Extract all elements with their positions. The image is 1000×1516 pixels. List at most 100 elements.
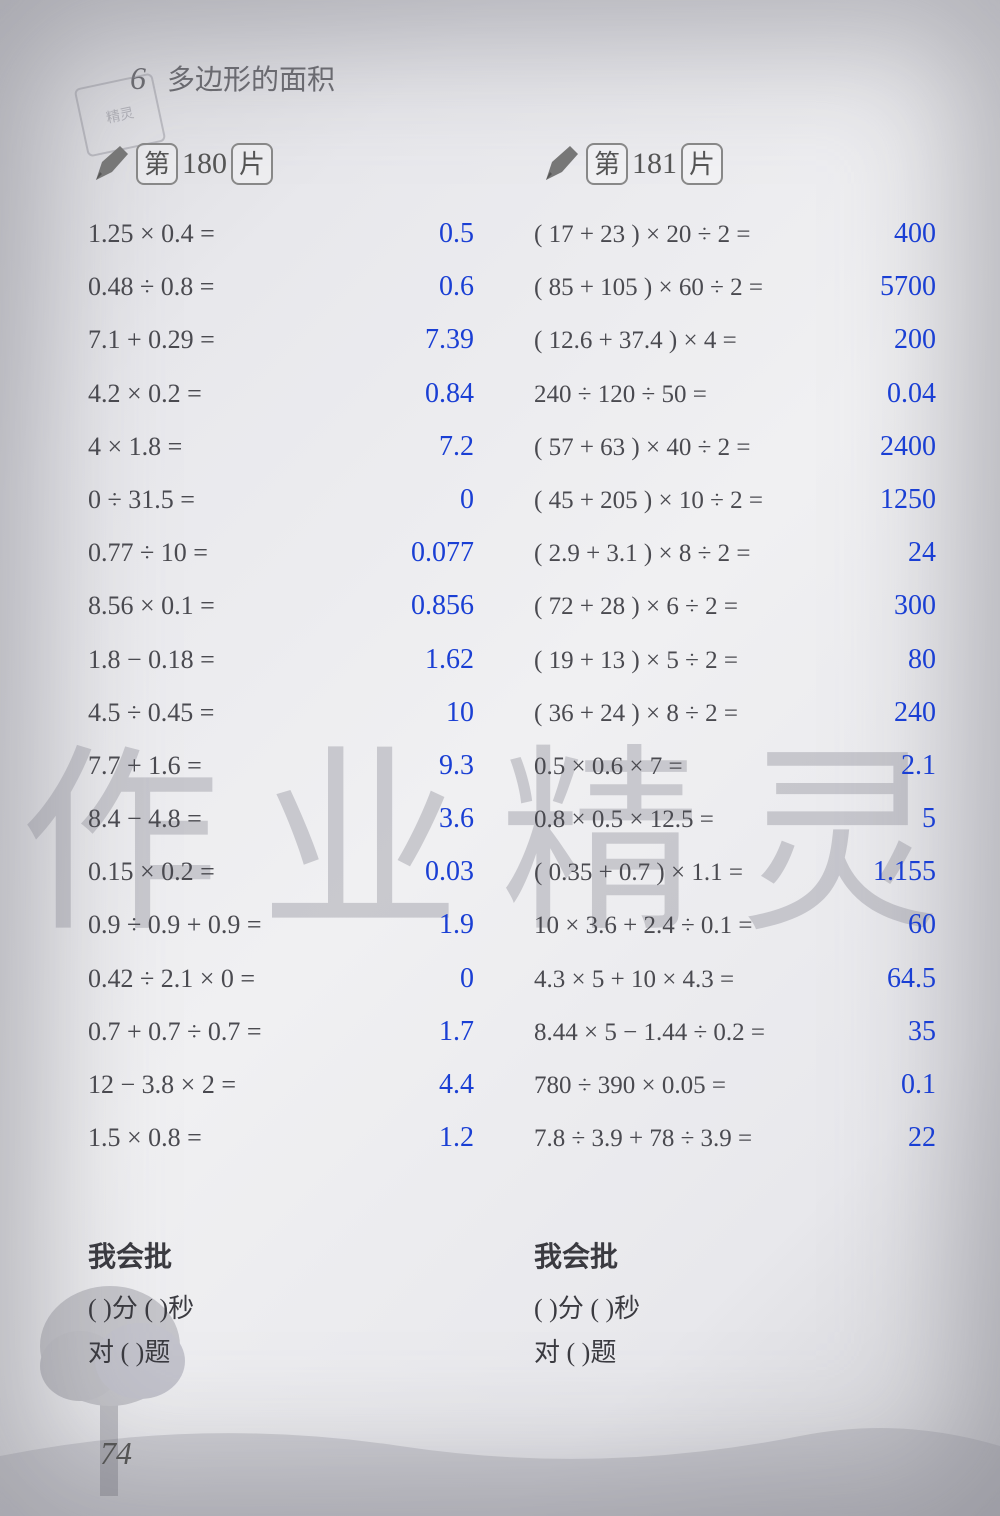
problem-text: 7.8 ÷ 3.9 + 78 ÷ 3.9 = — [534, 1125, 752, 1153]
answer-text: 0.6 — [439, 271, 494, 303]
answer-text: 5 — [922, 803, 940, 835]
problem-row: 8.44 × 5 − 1.44 ÷ 0.2 = 35 — [534, 1016, 940, 1069]
problem-row: 0.5 × 0.6 × 7 = 2.1 — [534, 750, 940, 803]
problem-row: ( 19 + 13 ) × 5 ÷ 2 = 80 — [534, 644, 940, 697]
answer-text: 0.077 — [411, 537, 494, 569]
answer-text: 400 — [894, 218, 940, 250]
problem-text: 240 ÷ 120 ÷ 50 = — [534, 381, 707, 409]
problem-row: 4 × 1.8 = 7.2 — [88, 431, 494, 484]
problem-text: 4 × 1.8 = — [88, 432, 182, 462]
problem-text: ( 72 + 28 ) × 6 ÷ 2 = — [534, 593, 738, 621]
problem-row: 1.25 × 0.4 =0.5 — [88, 218, 494, 271]
pencil-icon — [540, 142, 584, 186]
answer-text: 240 — [894, 697, 940, 729]
problem-text: 1.25 × 0.4 = — [88, 219, 215, 249]
problem-text: 10 × 3.6 + 2.4 ÷ 0.1 = — [534, 912, 753, 940]
problem-row: ( 85 + 105 ) × 60 ÷ 2 =5700 — [534, 271, 940, 324]
problem-text: 7.1 + 0.29 = — [88, 325, 215, 355]
answer-text: 0 — [460, 963, 494, 995]
problem-row: ( 57 + 63 ) × 40 ÷ 2 = 2400 — [534, 431, 940, 484]
problem-row: ( 2.9 + 3.1 ) × 8 ÷ 2 =24 — [534, 537, 940, 590]
answer-text: 0 — [460, 484, 494, 516]
problem-row: 4.2 × 0.2 = 0.84 — [88, 378, 494, 431]
problem-text: 0.48 ÷ 0.8 = — [88, 272, 214, 302]
problem-text: ( 57 + 63 ) × 40 ÷ 2 = — [534, 434, 750, 462]
answer-text: 1.2 — [439, 1122, 494, 1154]
problem-row: 4.5 ÷ 0.45 = 10 — [88, 697, 494, 750]
problem-row: 0.7 + 0.7 ÷ 0.7 = 1.7 — [88, 1016, 494, 1069]
problem-row: 0 ÷ 31.5 =0 — [88, 484, 494, 537]
problem-text: 0.5 × 0.6 × 7 = — [534, 753, 683, 781]
answer-text: 2.1 — [901, 750, 940, 782]
problem-row: ( 72 + 28 ) × 6 ÷ 2 = 300 — [534, 590, 940, 643]
problem-text: 12 − 3.8 × 2 = — [88, 1070, 236, 1100]
answer-text: 22 — [908, 1122, 940, 1154]
grading-block-right: 我会批 ( )分 ( )秒 对 ( )题 — [534, 1235, 940, 1375]
problem-text: 4.5 ÷ 0.45 = — [88, 698, 214, 728]
answer-text: 1.62 — [425, 644, 494, 676]
problem-row: 0.15 × 0.2 = 0.03 — [88, 856, 494, 909]
left-column: 1.25 × 0.4 =0.50.48 ÷ 0.8 = 0.6 7.1 + 0.29… — [88, 218, 494, 1375]
badge-di: 第 — [136, 143, 178, 185]
answer-text: 300 — [894, 590, 940, 622]
answer-text: 1.155 — [873, 856, 940, 888]
problem-row: 0.9 ÷ 0.9 + 0.9 =1.9 — [88, 909, 494, 962]
chapter-title: 多边形的面积 — [167, 65, 335, 96]
answer-text: 0.03 — [425, 856, 494, 888]
problem-row: 0.42 ÷ 2.1 × 0 = 0 — [88, 963, 494, 1016]
answer-text: 7.39 — [425, 324, 494, 356]
problem-row: ( 12.6 + 37.4 ) × 4 =200 — [534, 324, 940, 377]
problem-text: 1.8 − 0.18 = — [88, 645, 215, 675]
problem-row: 8.4 − 4.8 =3.6 — [88, 803, 494, 856]
problem-row: ( 17 + 23 ) × 20 ÷ 2 =400 — [534, 218, 940, 271]
answer-text: 35 — [908, 1016, 940, 1048]
section-badge-right: 第 181 片 — [540, 142, 723, 186]
answer-text: 10 — [446, 697, 494, 729]
problem-text: 0.42 ÷ 2.1 × 0 = — [88, 964, 255, 994]
problem-text: ( 0.35 + 0.7 ) × 1.1 = — [534, 859, 743, 887]
problem-text: 4.2 × 0.2 = — [88, 379, 202, 409]
problem-row: 8.56 × 0.1 =0.856 — [88, 590, 494, 643]
pencil-icon — [90, 142, 134, 186]
right-column: ( 17 + 23 ) × 20 ÷ 2 =400( 85 + 105 ) × … — [534, 218, 940, 1375]
problem-text: 7.7 + 1.6 = — [88, 751, 202, 781]
problem-text: 0.77 ÷ 10 = — [88, 538, 208, 568]
answer-text: 5700 — [880, 271, 940, 303]
answer-text: 1.7 — [439, 1016, 494, 1048]
answer-text: 1250 — [880, 484, 940, 516]
answer-text: 80 — [908, 644, 940, 676]
answer-text: 64.5 — [887, 963, 940, 995]
problem-row: 12 − 3.8 × 2 =4.4 — [88, 1069, 494, 1122]
answer-text: 60 — [908, 909, 940, 941]
problem-text: 0.7 + 0.7 ÷ 0.7 = — [88, 1017, 262, 1047]
problem-row: 4.3 × 5 + 10 × 4.3 = 64.5 — [534, 963, 940, 1016]
problem-text: ( 19 + 13 ) × 5 ÷ 2 = — [534, 647, 738, 675]
problem-row: 0.77 ÷ 10 = 0.077 — [88, 537, 494, 590]
problem-columns: 1.25 × 0.4 =0.50.48 ÷ 0.8 = 0.6 7.1 + 0.29… — [88, 218, 940, 1375]
problem-row: ( 36 + 24 ) × 8 ÷ 2 =240 — [534, 697, 940, 750]
page-number: 74 — [100, 1435, 132, 1472]
problem-text: 0.15 × 0.2 = — [88, 857, 215, 887]
answer-text: 24 — [908, 537, 940, 569]
answer-text: 3.6 — [439, 803, 494, 835]
answer-text: 0.856 — [411, 590, 494, 622]
grading-correct: 对 ( )题 — [88, 1331, 494, 1375]
grading-block-left: 我会批 ( )分 ( )秒 对 ( )题 — [88, 1235, 494, 1375]
problem-row: 1.8 − 0.18 = 1.62 — [88, 644, 494, 697]
problem-text: 4.3 × 5 + 10 × 4.3 = — [534, 966, 734, 994]
problem-row: ( 45 + 205 ) × 10 ÷ 2 =1250 — [534, 484, 940, 537]
problem-text: 0.8 × 0.5 × 12.5 = — [534, 806, 714, 834]
answer-text: 0.1 — [901, 1069, 940, 1101]
problem-row: 7.8 ÷ 3.9 + 78 ÷ 3.9 = 22 — [534, 1122, 940, 1175]
problem-text: 1.5 × 0.8 = — [88, 1123, 202, 1153]
grading-time: ( )分 ( )秒 — [534, 1287, 940, 1331]
problem-text: 8.44 × 5 − 1.44 ÷ 0.2 = — [534, 1019, 765, 1047]
answer-text: 2400 — [880, 431, 940, 463]
chapter-heading: 6 多边形的面积 — [130, 58, 335, 98]
answer-text: 7.2 — [439, 431, 494, 463]
answer-text: 0.84 — [425, 378, 494, 410]
badge-pian: 片 — [231, 143, 273, 185]
problem-text: 780 ÷ 390 × 0.05 = — [534, 1072, 726, 1100]
problem-text: 0.9 ÷ 0.9 + 0.9 = — [88, 910, 262, 940]
problem-row: ( 0.35 + 0.7 ) × 1.1 = 1.155 — [534, 856, 940, 909]
